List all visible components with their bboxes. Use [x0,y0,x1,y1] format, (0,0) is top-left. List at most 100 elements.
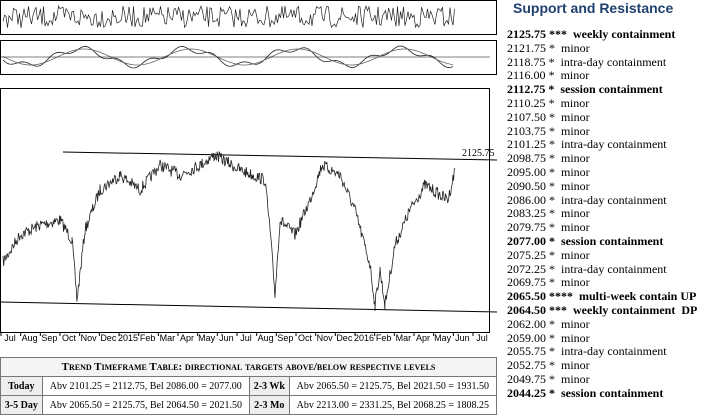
level-price: 2103.75 [507,123,546,138]
x-tick-label: Mar [396,333,412,343]
level-note: minor [561,275,590,290]
levels-list: 2125.75 *** weekly containment 2121.75 * … [507,27,706,401]
level-row: 2103.75 * minor [507,123,706,139]
x-tick-label: Jul [476,333,488,343]
trend-table: Trend Timeframe Table: directional targe… [0,357,498,415]
level-note: minor [561,123,590,138]
level-price: 2083.25 [507,206,546,221]
level-stars: * [549,192,555,207]
level-row: 2055.75 * intra-day containment [507,344,706,359]
level-row: 2112.75 * session containment [507,82,706,97]
level-row: 2101.25 * intra-day containment [507,137,706,152]
table-cell: Abv 2065.50 = 2125.75, Bel 2021.50 = 193… [288,376,498,396]
level-price: 2072.25 [507,261,546,276]
level-note: intra-day containment [561,344,667,359]
level-row: 2059.00 * minor [507,330,706,346]
level-price: 2090.50 [507,178,546,193]
level-note: weekly containment DP [573,302,698,317]
plot-group: Jul Aug Sep Oct Nov Dec 2015 Feb Mar Apr May Jun Jul… [0,4,490,343]
level-stars: * [549,344,555,359]
level-row: 2125.75 *** weekly containment [507,27,706,42]
resistance-label: 2125.75 [462,148,495,159]
level-note: session containment [561,233,664,248]
level-stars: *** [549,27,567,41]
level-row: 2072.25 * intra-day containment [507,261,706,277]
level-price: 2118.75 [507,54,546,69]
level-note: minor [560,95,590,110]
level-row: 2049.75 * minor [507,371,706,387]
x-tick-label: Mar [160,333,176,343]
level-stars: * [549,316,555,331]
level-price: 2121.75 [507,40,546,55]
level-note: minor [561,206,590,221]
x-tick-label: Feb [376,333,392,343]
level-note: minor [561,178,590,193]
level-price: 2055.75 [507,344,546,359]
x-tick-label: Apr [416,333,430,343]
level-stars: * [549,137,555,152]
x-tick-label: Sep [277,333,293,343]
level-note: minor [561,109,590,124]
level-note: minor [561,220,590,235]
x-tick-label: 2016 [354,333,374,343]
level-price: 2077.00 [507,233,546,248]
x-tick-label: May [434,333,452,343]
level-row: 2118.75 * intra-day containment [507,54,706,70]
x-tick-label: 2015 [118,333,138,343]
level-row: 2107.50 * minor [507,109,706,125]
level-stars: * [549,151,555,166]
x-tick-label: Oct [298,333,313,343]
level-stars: * [548,68,555,83]
level-row: 2083.25 * minor [507,206,706,221]
table-key: Today [0,376,43,396]
level-row: 2095.00 * minor [507,164,706,180]
level-stars: * [549,164,555,179]
x-tick-label: Aug [258,333,274,343]
level-stars: * [548,82,555,97]
level-price: 2065.50 [507,289,546,304]
levels-title: Support and Resistance [513,0,674,16]
level-price: 2110.25 [507,95,546,110]
level-note: minor [561,164,590,179]
levels-panel: Support and Resistance 2125.75 *** weekl… [507,0,706,401]
level-note: intra-day containment [561,137,667,152]
level-price: 2112.75 [507,82,546,97]
level-stars: * [549,123,555,138]
level-price: 2098.75 [507,151,546,166]
level-stars: * [549,40,555,55]
level-note: weekly containment [573,27,676,41]
level-price: 2075.25 [507,247,546,262]
x-tick-label: Jul [240,333,252,343]
x-tick-label: May [198,333,216,343]
level-row: 2110.25 * minor [507,95,706,111]
level-stars: * [549,330,555,345]
table-row: Today Abv 2101.25 = 2112.75, Bel 2086.00 … [0,376,498,396]
level-row: 2090.50 * minor [507,178,706,194]
level-note: minor [561,371,590,386]
x-tick-label: Sep [41,333,57,343]
level-note: minor [561,358,590,373]
level-price: 2059.00 [507,330,546,345]
level-note: minor [561,330,590,345]
level-note: minor [561,40,590,55]
level-row: 2116.00 * minor [507,68,706,83]
level-price: 2125.75 [507,27,546,41]
level-row: 2069.75 * minor [507,275,706,290]
oscillator-panel [0,0,497,35]
level-stars: * [549,109,555,124]
level-note: minor [561,151,590,166]
level-note: intra-day containment [561,192,667,207]
level-stars: * [549,178,555,193]
level-row: 2098.75 * minor [507,151,706,166]
level-price: 2049.75 [507,371,546,386]
level-stars: **** [549,289,573,304]
level-row: 2086.00 * intra-day containment [507,192,706,208]
level-stars: *** [549,302,567,317]
x-tick-label: Jun [219,333,234,343]
table-key: 2-3 Mo [248,395,290,415]
x-tick-label: Apr [180,333,194,343]
level-note: session containment [560,82,663,97]
level-stars: * [548,95,555,110]
level-price: 2107.50 [507,109,546,124]
